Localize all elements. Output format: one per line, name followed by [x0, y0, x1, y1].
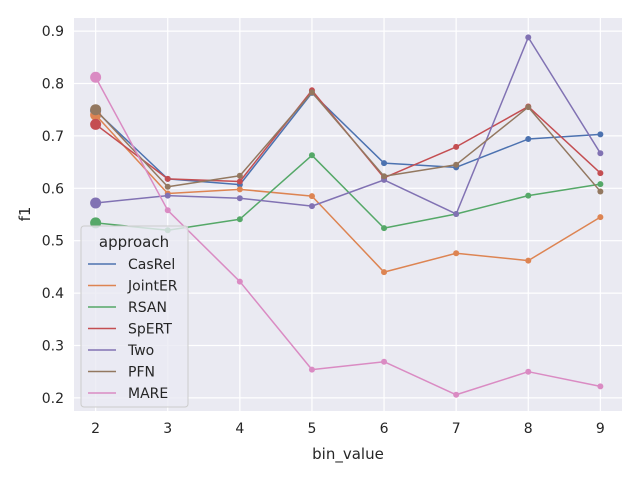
- data-point: [164, 183, 171, 190]
- data-point: [597, 170, 604, 177]
- data-point: [381, 225, 388, 232]
- y-tick-label: 0.6: [42, 181, 64, 197]
- data-point: [597, 383, 604, 390]
- data-point: [308, 366, 315, 373]
- data-point: [236, 278, 243, 285]
- legend-item: JointER: [88, 279, 178, 295]
- series-line: [94, 76, 601, 396]
- data-point: [453, 250, 460, 257]
- data-point: [597, 131, 604, 138]
- legend-title: approach: [99, 233, 169, 251]
- data-point: [597, 150, 604, 157]
- x-tick-labels: 2 3 4 5 6 7 8 9: [91, 421, 605, 437]
- data-point: [597, 181, 604, 188]
- data-point: [381, 173, 388, 180]
- data-point: [453, 391, 460, 398]
- x-tick-label: 5: [307, 421, 316, 437]
- data-point: [308, 89, 315, 96]
- legend-box: [80, 225, 189, 408]
- series-pfn: [90, 89, 604, 195]
- y-axis-title: f1: [16, 207, 34, 222]
- x-tick-label: 2: [91, 421, 100, 437]
- y-tick-label: 0.2: [42, 391, 64, 407]
- x-tick-label: 3: [163, 421, 172, 437]
- y-tick-label: 0.7: [42, 129, 64, 145]
- legend-items: CasRel JointER RSAN SpERT Two PFN MARE: [88, 257, 178, 402]
- data-point: [164, 175, 171, 182]
- data-point: [525, 136, 532, 143]
- x-tick-label: 6: [380, 421, 389, 437]
- data-point: [308, 203, 315, 210]
- y-tick-label: 0.3: [42, 339, 64, 355]
- data-point: [525, 257, 532, 264]
- x-tick-label: 8: [524, 421, 533, 437]
- data-point: [597, 214, 604, 221]
- series-line: [95, 36, 602, 215]
- data-point: [525, 34, 532, 41]
- data-point: [525, 104, 532, 111]
- x-axis-title: bin_value: [312, 445, 384, 464]
- x-tick-label: 7: [452, 421, 461, 437]
- data-point: [453, 210, 460, 217]
- legend-label: JointER: [127, 279, 178, 295]
- data-point: [381, 358, 388, 365]
- legend-label: SpERT: [128, 322, 172, 338]
- data-point: [597, 188, 604, 195]
- data-point: [164, 192, 171, 199]
- data-point: [90, 197, 102, 209]
- data-point: [90, 71, 102, 83]
- y-tick-labels: 0.2 0.3 0.4 0.5 0.6 0.7 0.8 0.9: [42, 24, 64, 407]
- x-tick-label: 9: [596, 421, 605, 437]
- data-point: [453, 143, 460, 150]
- data-point: [90, 104, 102, 116]
- data-point: [525, 368, 532, 375]
- legend-item: RSAN: [88, 300, 167, 316]
- data-point: [236, 172, 243, 179]
- legend-label: Two: [127, 343, 154, 359]
- data-point: [308, 152, 315, 159]
- data-point: [236, 178, 243, 185]
- legend-item: CasRel: [88, 257, 175, 273]
- data-point: [236, 216, 243, 223]
- data-point: [453, 161, 460, 168]
- legend: approach CasRel JointER RSAN SpERT Two PFN MAR…: [80, 225, 189, 408]
- data-point: [236, 186, 243, 193]
- legend-item: MARE: [88, 386, 168, 402]
- legend-item: PFN: [88, 365, 155, 381]
- y-tick-label: 0.9: [42, 24, 64, 40]
- data-point: [308, 193, 315, 200]
- series-mare: [90, 71, 604, 398]
- data-point: [164, 207, 171, 214]
- data-point: [90, 118, 102, 130]
- x-tick-label: 4: [235, 421, 244, 437]
- legend-item: SpERT: [88, 322, 172, 338]
- series-two: [90, 34, 604, 217]
- data-point: [525, 192, 532, 199]
- series-line: [95, 114, 601, 273]
- legend-label: RSAN: [128, 300, 167, 316]
- legend-label: CasRel: [128, 257, 175, 273]
- y-tick-label: 0.5: [42, 234, 64, 250]
- series-line: [95, 91, 601, 192]
- legend-item: Two: [88, 343, 154, 359]
- y-tick-label: 0.4: [42, 286, 64, 302]
- data-point: [236, 195, 243, 202]
- legend-label: MARE: [128, 386, 168, 402]
- y-tick-label: 0.8: [42, 77, 64, 93]
- data-point: [381, 160, 388, 167]
- series-lines: [90, 34, 604, 398]
- data-point: [381, 269, 388, 276]
- legend-label: PFN: [128, 365, 155, 381]
